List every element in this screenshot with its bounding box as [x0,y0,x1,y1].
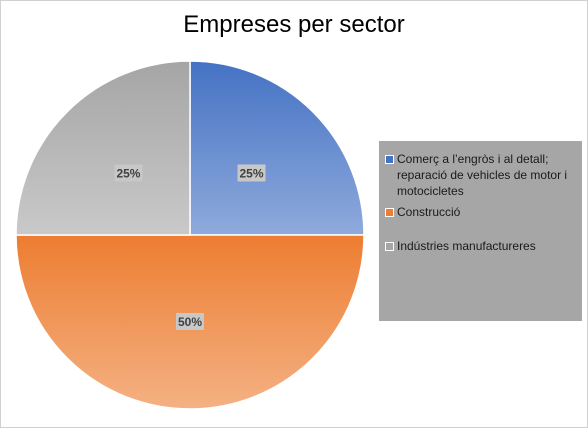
legend-label-construccio: Construcció [397,205,461,219]
legend-item-construccio: Construcció [385,204,576,220]
data-label-comerc-a-l-engros-i-al-d: 25% [240,166,264,180]
chart-title: Empreses per sector [183,11,405,38]
legend-label-industries: Indústries manufactureres [397,239,536,253]
data-label-box-construccio [176,313,204,330]
data-label-construccio: 50% [178,315,202,329]
legend-item-comerc: Comerç a l’engròs i al detall; reparació… [385,151,576,199]
legend-swatch-industries [385,242,394,251]
legend-label-comerc: Comerç a l’engròs i al detall; reparació… [397,152,568,198]
data-label-box-industries-manufacturere [114,164,143,182]
data-label-industries-manufacturere: 25% [116,166,140,180]
legend: Comerç a l’engròs i al detall; reparació… [379,141,582,321]
pie-slice-industries-manufacturere [15,60,191,236]
pie-slice-comerc-a-l-engros-i-al-d [189,60,365,236]
legend-item-industries: Indústries manufactureres [385,238,576,254]
legend-swatch-comerc [385,155,394,164]
legend-swatch-construccio [385,208,394,217]
data-label-box-comerc-a-l-engros-i-al-d [237,164,266,182]
